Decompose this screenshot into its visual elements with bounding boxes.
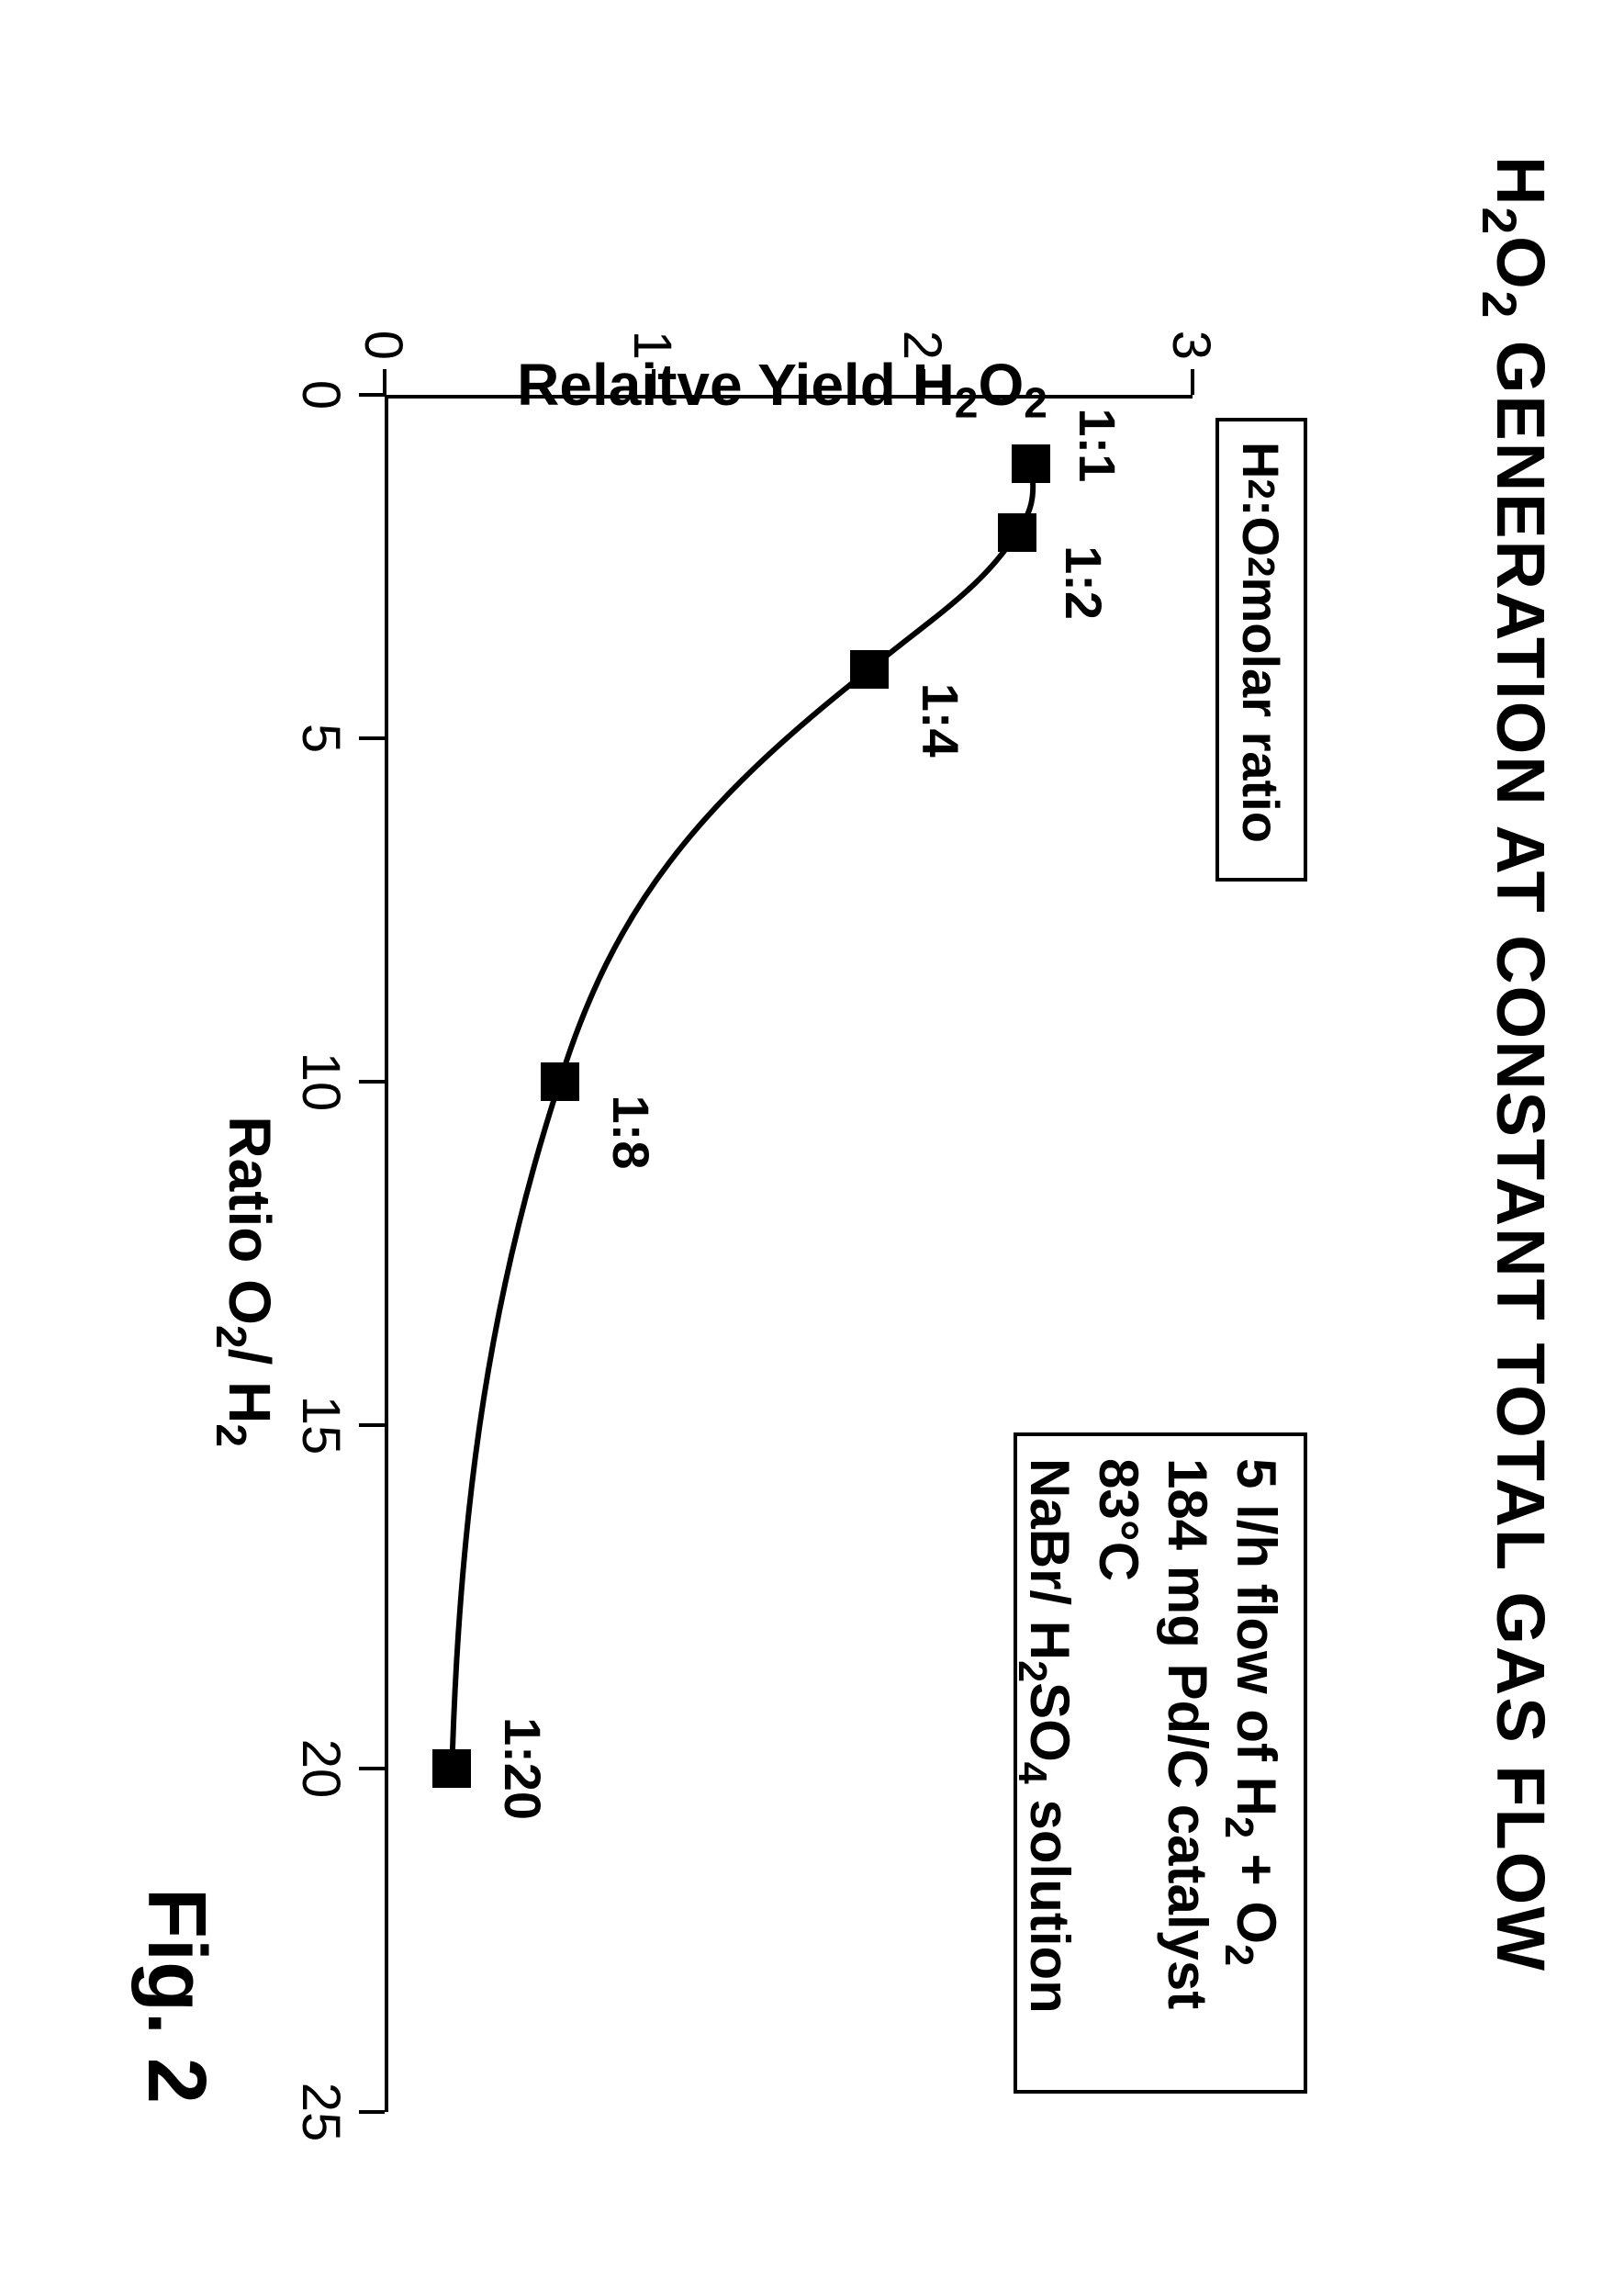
y-tick-label: 0 [353, 296, 414, 360]
data-point-label: 1:1 [1068, 408, 1127, 482]
y-tick-label: 3 [1160, 296, 1222, 360]
x-tick [359, 393, 385, 397]
x-tick [359, 1767, 385, 1770]
x-tick-label: 10 [290, 1027, 352, 1137]
x-tick-label: 20 [290, 1713, 352, 1824]
chart-title: H2O2 GENERATION AT CONSTANT TOTAL GAS FL… [1482, 156, 1560, 1972]
x-tick-label: 15 [290, 1370, 352, 1480]
x-axis-label: Ratio O2/ H2 [216, 1116, 284, 1447]
data-curve [385, 395, 1193, 2112]
figure-label: Fig. 2 [129, 1888, 223, 2104]
y-tick [1191, 369, 1194, 395]
y-tick [383, 369, 386, 395]
rotated-content: H2O2 GENERATION AT CONSTANT TOTAL GAS FL… [0, 0, 1624, 2269]
data-marker [1012, 444, 1050, 483]
legend-box: H2:O2 molar ratio [1215, 418, 1307, 882]
x-tick [359, 736, 385, 740]
data-marker [850, 650, 889, 689]
x-tick [359, 1080, 385, 1084]
data-marker [432, 1749, 471, 1788]
x-tick [359, 2110, 385, 2114]
x-tick-label: 0 [290, 340, 352, 450]
data-marker [541, 1062, 579, 1101]
data-point-label: 1:8 [601, 1095, 661, 1170]
data-point-label: 1:20 [493, 1717, 553, 1820]
y-axis-label: Relaitve Yield H2O2 [517, 351, 1047, 419]
data-marker [998, 513, 1036, 552]
page: H2O2 GENERATION AT CONSTANT TOTAL GAS FL… [0, 0, 1624, 2269]
chart-area: 051015202501231:11:21:41:81:20 [385, 395, 1193, 2112]
x-tick-label: 25 [290, 2057, 352, 2167]
x-tick-label: 5 [290, 683, 352, 793]
data-point-label: 1:4 [911, 683, 970, 758]
x-tick [359, 1423, 385, 1427]
data-point-label: 1:2 [1054, 545, 1114, 620]
